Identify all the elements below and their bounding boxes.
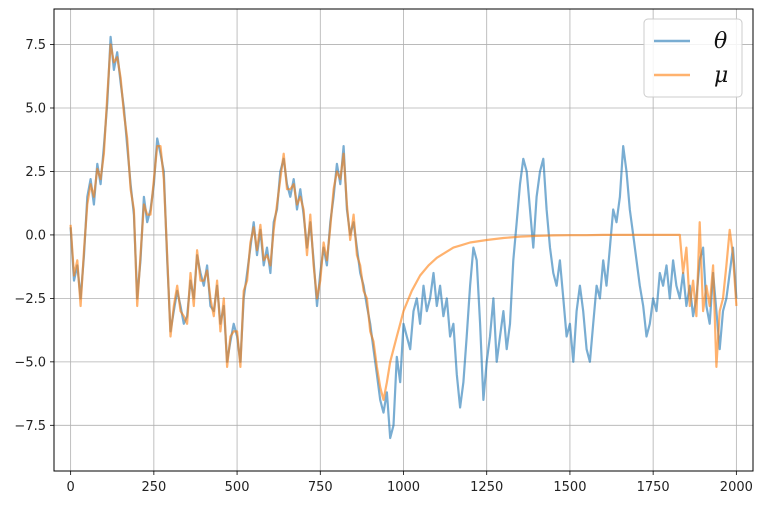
x-tick-label: 1750 (637, 480, 670, 495)
legend-label-mu: μ (714, 63, 728, 88)
y-tick-label: 0.0 (25, 228, 46, 243)
x-tick-label: 2000 (720, 480, 753, 495)
legend-label-theta: θ (714, 29, 727, 54)
x-tick-label: 1500 (553, 480, 586, 495)
x-tick-label: 500 (225, 480, 250, 495)
y-axis: −7.5 −5.0 −2.5 0.0 2.5 5.0 7.5 (14, 38, 54, 434)
plot-area (69, 35, 738, 440)
y-tick-label: −2.5 (14, 292, 46, 307)
x-tick-label: 0 (67, 480, 75, 495)
y-tick-label: 7.5 (25, 38, 46, 53)
legend: θ μ (643, 18, 743, 98)
legend-box (643, 18, 743, 98)
y-tick-label: −5.0 (14, 355, 46, 370)
x-tick-label: 1250 (470, 480, 503, 495)
y-tick-label: 5.0 (25, 102, 46, 117)
x-tick-label: 250 (141, 480, 166, 495)
series-line-mu (69, 43, 738, 401)
x-axis: 0 250 500 750 1000 1250 1500 1750 2000 (67, 471, 753, 495)
y-tick-label: 2.5 (25, 165, 46, 180)
x-tick-label: 1000 (387, 480, 420, 495)
y-tick-label: −7.5 (14, 419, 46, 434)
x-tick-label: 750 (308, 480, 333, 495)
